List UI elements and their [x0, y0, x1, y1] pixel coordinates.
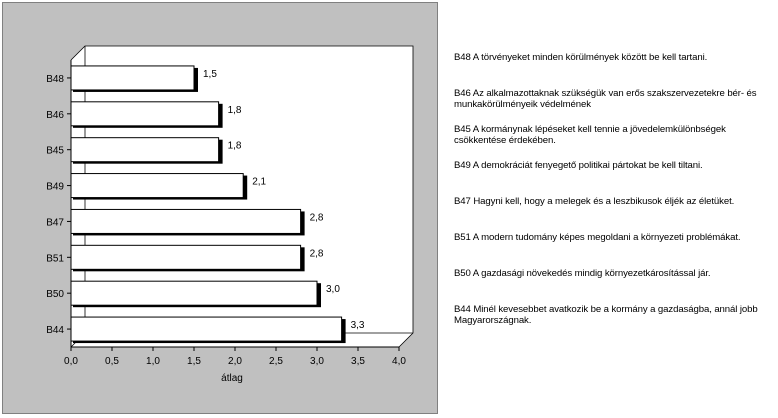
legend-item-b50: B50 A gazdasági növekedés mindig környez…	[454, 268, 711, 279]
legend-item-b44: B44 Minél kevesebbet avatkozik be a korm…	[454, 304, 758, 326]
x-tick-label: 2,0	[228, 356, 242, 367]
bar-b47	[70, 208, 302, 234]
x-tick-label: 0,0	[64, 356, 78, 367]
x-tick-label: 3,5	[351, 356, 365, 367]
legend-item-b51: B51 A modern tudomány képes megoldani a …	[454, 232, 741, 243]
bar-b45	[70, 137, 220, 163]
x-tick-label: 1,0	[146, 356, 160, 367]
data-label: 1,8	[228, 141, 242, 152]
x-tick-label: 4,0	[392, 356, 406, 367]
legend-item-b46: B46 Az alkalmazottaknak szükségük van er…	[454, 88, 757, 110]
plot-wall-edge	[70, 45, 414, 348]
data-label: 2,1	[252, 177, 266, 188]
legend: B48 A törvényeket minden körülmények köz…	[454, 52, 776, 340]
data-label: 3,0	[326, 284, 340, 295]
x-tick-label: 1,5	[187, 356, 201, 367]
bar-chart: 0,0 0,5 1,0 1,5 2,0 2,5 3,0 3,5 4,0 átlag B48 1,5 B4…	[2, 2, 438, 414]
legend-item-b45: B45 A kormánynak lépéseket kell tennie a…	[454, 124, 726, 146]
y-tick-label: B50	[46, 289, 64, 300]
y-tick-label: B48	[46, 74, 64, 85]
bar-b50	[70, 280, 318, 306]
y-tick-label: B47	[46, 217, 64, 228]
y-tick-label: B46	[46, 110, 64, 121]
legend-item-b47: B47 Hagyni kell, hogy a melegek és a les…	[454, 196, 735, 207]
y-tick-label: B49	[46, 182, 64, 193]
x-tick-label: 2,5	[269, 356, 283, 367]
y-tick-label: B44	[46, 325, 64, 336]
y-tick-label: B51	[46, 253, 64, 264]
x-axis-title: átlag	[221, 373, 243, 384]
bar-b49	[70, 173, 244, 199]
bar-b48	[70, 65, 195, 91]
data-label: 2,8	[310, 212, 324, 223]
y-tick-label: B45	[46, 146, 64, 157]
data-label: 3,3	[351, 320, 365, 331]
bar-b51	[70, 244, 302, 270]
chart-svg: 0,0 0,5 1,0 1,5 2,0 2,5 3,0 3,5 4,0 átlag B48 1,5 B4…	[2, 2, 438, 414]
legend-item-b48: B48 A törvényeket minden körülmények köz…	[454, 52, 708, 63]
data-label: 2,8	[310, 248, 324, 259]
x-tick-label: 3,0	[310, 356, 324, 367]
legend-item-b49: B49 A demokráciát fenyegető politikai pá…	[454, 160, 703, 171]
x-tick-label: 0,5	[105, 356, 119, 367]
data-label: 1,8	[228, 105, 242, 116]
bar-b46	[70, 101, 220, 127]
data-label: 1,5	[203, 69, 217, 80]
bar-b44	[70, 316, 343, 342]
